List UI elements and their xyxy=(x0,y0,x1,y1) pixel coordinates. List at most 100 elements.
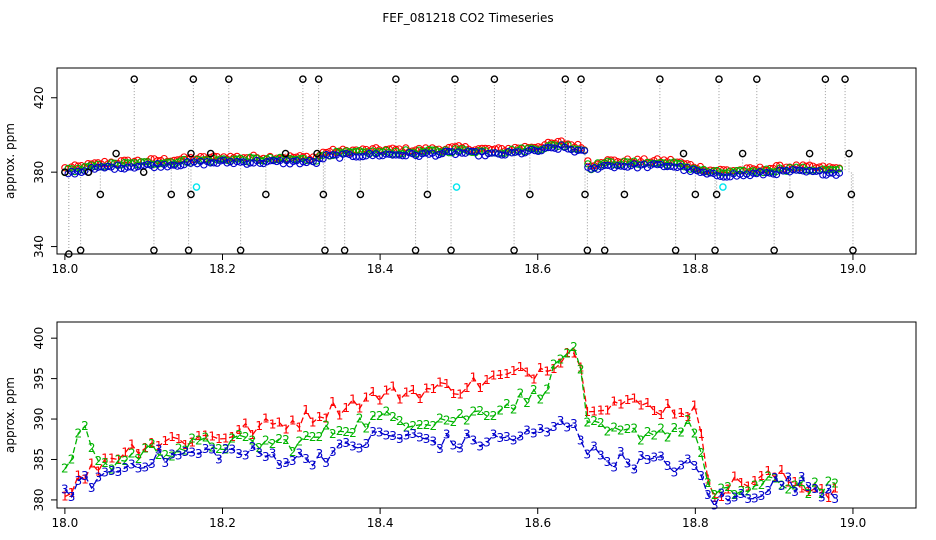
bottom-series-1-marker: 1 xyxy=(604,403,612,417)
top-series-3-point xyxy=(812,167,820,175)
top-spike-point xyxy=(356,190,365,199)
bottom-y-axis: 380 385 390 395 400 xyxy=(32,327,58,511)
bottom-series-2-marker: 2 xyxy=(195,434,203,448)
bottom-series-1-marker: 1 xyxy=(74,469,82,483)
bottom-series-3-marker: 3 xyxy=(249,440,257,454)
bottom-series-1-marker: 1 xyxy=(403,386,411,400)
bottom-y-tick-label: 390 xyxy=(32,408,46,431)
bottom-series-1-marker: 1 xyxy=(590,405,598,419)
bottom-series-2-marker: 2 xyxy=(121,454,129,468)
top-spike-point xyxy=(187,149,195,158)
bottom-series-1-marker: 1 xyxy=(141,441,149,455)
top-series-3-point xyxy=(306,156,314,165)
bottom-series-1-marker: 1 xyxy=(162,434,170,448)
top-series-3-point xyxy=(375,152,383,160)
bottom-series-1-marker: 1 xyxy=(262,412,270,426)
bottom-series-2-marker: 2 xyxy=(831,476,839,490)
bottom-series-3-marker: 3 xyxy=(811,482,819,496)
bottom-series-3-marker: 3 xyxy=(456,441,464,455)
bottom-series-2-line xyxy=(64,345,836,497)
bottom-series-1-marker: 1 xyxy=(831,481,839,495)
bottom-series-2-marker: 2 xyxy=(309,430,317,444)
top-series-3-point xyxy=(825,169,834,177)
bottom-series-3-marker: 3 xyxy=(490,428,498,442)
bottom-series-1-marker: 1 xyxy=(101,452,109,466)
top-series-3-point xyxy=(696,168,705,177)
bottom-series-3-marker: 3 xyxy=(483,436,491,450)
top-series-3-point xyxy=(431,152,440,160)
bottom-series-2-marker: 2 xyxy=(356,411,364,425)
top-series-3-point xyxy=(835,169,844,177)
bottom-series-3-marker: 3 xyxy=(550,420,558,434)
bottom-series-2-marker: 2 xyxy=(68,452,76,466)
bottom-series-1-marker: 1 xyxy=(296,421,304,435)
bottom-series-3-marker: 3 xyxy=(610,461,618,475)
bottom-series-2-marker: 2 xyxy=(182,444,190,458)
bottom-series-1-marker: 1 xyxy=(356,402,364,416)
bottom-series-2-marker: 2 xyxy=(510,403,518,417)
bottom-series-1-marker: 1 xyxy=(369,385,377,399)
top-spike-point xyxy=(738,149,747,158)
bottom-series-3-marker: 3 xyxy=(235,447,243,461)
top-series-3-point xyxy=(766,169,774,177)
top-series-3-point xyxy=(398,152,407,160)
bottom-series-3-marker: 3 xyxy=(503,430,511,444)
top-spike-point xyxy=(577,75,585,83)
top-series-3-point xyxy=(134,163,142,171)
top-series-3-point xyxy=(580,147,589,155)
top-series-3-point xyxy=(455,148,463,156)
bottom-series-3-marker: 3 xyxy=(691,459,699,473)
bottom-series-1-marker: 1 xyxy=(68,486,76,500)
top-spike-point xyxy=(392,75,400,83)
bottom-series-1-marker: 1 xyxy=(242,417,250,431)
top-series-3-point xyxy=(236,158,244,166)
bottom-series-1-marker: 1 xyxy=(798,482,806,496)
bottom-series-3-marker: 3 xyxy=(215,453,223,467)
bottom-series-2-marker: 2 xyxy=(644,425,652,439)
bottom-y-tick-label: 400 xyxy=(32,327,46,350)
bottom-series-3-marker: 3 xyxy=(376,425,384,439)
bottom-series-1-marker: 1 xyxy=(744,479,752,493)
top-series-3-point xyxy=(445,147,453,156)
bottom-series-2-marker: 2 xyxy=(208,440,216,454)
bottom-series-2-marker: 2 xyxy=(798,475,806,489)
bottom-series-3-marker: 3 xyxy=(597,448,605,462)
bottom-x-tick-label: 18.0 xyxy=(52,516,79,530)
bottom-series-2-marker: 2 xyxy=(476,404,484,418)
bottom-series-2-marker: 2 xyxy=(630,421,638,435)
top-series-3-point xyxy=(498,151,506,159)
top-series-3-point xyxy=(425,150,433,158)
bottom-series-1-marker: 1 xyxy=(557,356,565,370)
top-series-3-point xyxy=(289,157,297,166)
bottom-series-3-marker: 3 xyxy=(584,447,592,461)
bottom-series-3-marker: 3 xyxy=(74,474,82,488)
top-series-3-point xyxy=(617,162,625,170)
bottom-series-1-marker: 1 xyxy=(543,364,551,378)
top-spike-point xyxy=(139,168,148,176)
bottom-series-1-marker: 1 xyxy=(510,364,518,378)
bottom-series-3-marker: 3 xyxy=(677,458,685,472)
top-series-3-point xyxy=(458,149,466,157)
top-spike-point xyxy=(411,246,420,255)
bottom-series-2-marker: 2 xyxy=(718,482,726,496)
top-series-2-point xyxy=(302,156,311,165)
bottom-series-2-marker: 2 xyxy=(316,430,324,444)
bottom-series-1-marker: 1 xyxy=(115,453,123,467)
top-series-2-point xyxy=(736,166,744,175)
bottom-series-3-marker: 3 xyxy=(88,481,96,495)
bottom-series-2-marker: 2 xyxy=(275,432,283,446)
top-spike-point xyxy=(656,75,664,83)
bottom-series-3-marker: 3 xyxy=(289,454,297,468)
top-series-3-point xyxy=(769,170,777,178)
bottom-series-1-marker: 1 xyxy=(175,432,183,446)
bottom-series-2-marker: 2 xyxy=(490,409,498,423)
top-x-tick-label: 19.0 xyxy=(840,262,867,276)
top-series-3-point xyxy=(167,161,175,169)
bottom-series-3-marker: 3 xyxy=(175,448,183,462)
bottom-series-2-marker: 2 xyxy=(697,446,705,460)
top-series-3-point xyxy=(511,148,519,156)
top-series-3-point xyxy=(666,162,675,170)
top-y-tick-label: 340 xyxy=(32,235,46,258)
